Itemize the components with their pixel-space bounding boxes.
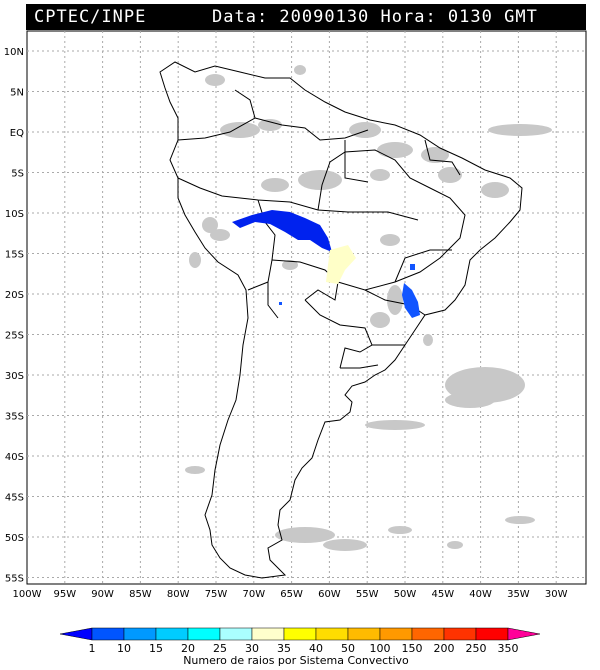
colorbar-tick-label: 50 <box>341 642 355 655</box>
lat-label: 30S <box>5 371 24 382</box>
lon-label: 75W <box>205 589 228 600</box>
colorbar-tick-label: 40 <box>309 642 323 655</box>
colorbar-tick-label: 350 <box>498 642 519 655</box>
colorbar-cell <box>219 627 253 641</box>
colorbar-tick-label: 1 <box>89 642 96 655</box>
lon-label: 90W <box>91 589 114 600</box>
colorbar-cell <box>443 627 477 641</box>
colorbar-tick-label: 100 <box>370 642 391 655</box>
lat-label: 15S <box>5 250 24 261</box>
lon-label: 80W <box>167 589 190 600</box>
colorbar-cell <box>251 627 285 641</box>
lon-label: 35W <box>507 589 530 600</box>
colorbar-cell <box>347 627 381 641</box>
colorbar-tick-label: 150 <box>402 642 423 655</box>
colorbar-cell <box>123 627 157 641</box>
datetime-label: Data: 20090130 Hora: 0130 GMT <box>212 7 538 27</box>
org-label: CPTEC/INPE <box>34 7 147 27</box>
title-bar: CPTEC/INPE Data: 20090130 Hora: 0130 GMT <box>26 4 586 30</box>
lon-label: 55W <box>356 589 379 600</box>
lat-label: 5S <box>11 169 24 180</box>
lat-label: 45S <box>5 493 24 504</box>
colorbar-caption: Numero de raios por Sistema Convectivo <box>183 654 409 667</box>
lon-label: 85W <box>129 589 152 600</box>
lon-label: 100W <box>13 589 42 600</box>
cloud-areas <box>185 65 552 551</box>
colorbar-cells <box>59 627 541 641</box>
lat-label: 10N <box>4 47 24 58</box>
colorbar-tick-label: 35 <box>277 642 291 655</box>
map-border <box>26 30 587 585</box>
lon-label: 70W <box>242 589 265 600</box>
colorbar-cell <box>91 627 125 641</box>
lon-label: 30W <box>545 589 568 600</box>
lon-label: 65W <box>280 589 303 600</box>
lat-label: 10S <box>5 209 24 220</box>
lat-label: 40S <box>5 452 24 463</box>
colorbar-tick-label: 25 <box>213 642 227 655</box>
colorbar-cell <box>411 627 445 641</box>
colorbar-cell <box>507 627 541 641</box>
lat-label: EQ <box>10 128 24 139</box>
lon-label: 40W <box>469 589 492 600</box>
lon-label: 45W <box>431 589 454 600</box>
colorbar-tick-label: 20 <box>181 642 195 655</box>
colorbar-cell <box>379 627 413 641</box>
lon-label: 60W <box>318 589 341 600</box>
colorbar-tick-label: 250 <box>466 642 487 655</box>
colorbar-cell <box>155 627 189 641</box>
lat-label: 50S <box>5 533 24 544</box>
colorbar-cell <box>283 627 317 641</box>
colorbar-tick-label: 15 <box>149 642 163 655</box>
lon-axis: 100W 95W 90W 85W 80W 75W 70W 65W 60W 55W 50W 45W 40W… <box>13 589 568 600</box>
lon-label: 95W <box>53 589 76 600</box>
colorbar-ticks: 1 10 15 20 25 30 35 40 50 100 150 200 250 350 <box>89 642 519 655</box>
colorbar-cell <box>187 627 221 641</box>
colorbar-tick-label: 200 <box>434 642 455 655</box>
lat-label: 5N <box>10 88 24 99</box>
colorbar-tick-label: 10 <box>117 642 131 655</box>
lat-axis: 10N 5N EQ 5S 10S 15S 20S 25S 30S 35S 40S 45S 50S 55S <box>4 47 24 585</box>
colorbar-cell <box>59 627 93 641</box>
lightning-systems <box>232 210 420 318</box>
colorbar-cell <box>475 627 509 641</box>
lat-label: 20S <box>5 290 24 301</box>
lat-label: 55S <box>5 574 24 585</box>
lat-label: 25S <box>5 331 24 342</box>
colorbar-cell <box>315 627 349 641</box>
coastlines <box>159 61 523 579</box>
lon-label: 50W <box>394 589 417 600</box>
colorbar-tick-label: 30 <box>245 642 259 655</box>
lat-label: 35S <box>5 412 24 423</box>
